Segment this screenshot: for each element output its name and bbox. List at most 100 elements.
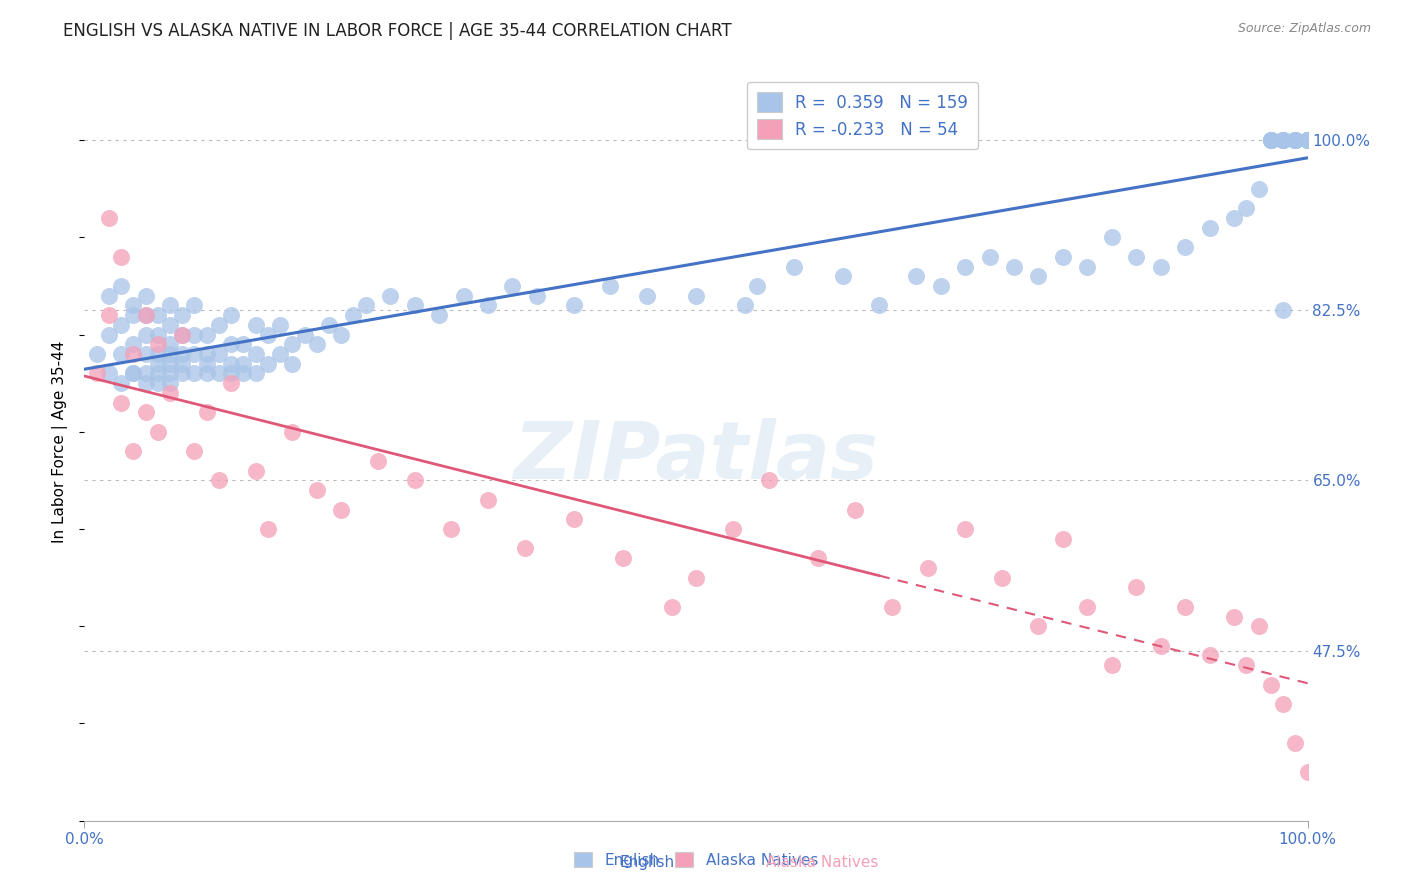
Point xyxy=(1236,658,1258,673)
Point xyxy=(477,298,499,312)
Point xyxy=(110,279,132,293)
Point xyxy=(122,298,145,312)
Point xyxy=(1284,133,1306,147)
Point xyxy=(122,308,145,322)
Point xyxy=(97,367,120,381)
Point xyxy=(831,269,853,284)
Point xyxy=(477,492,499,507)
Point xyxy=(110,318,132,332)
Point xyxy=(122,444,145,458)
Point xyxy=(146,425,169,439)
Point xyxy=(135,347,157,361)
Point xyxy=(172,347,194,361)
Point xyxy=(232,367,254,381)
Point xyxy=(526,289,548,303)
Point xyxy=(97,327,120,342)
Point xyxy=(1296,133,1319,147)
Point xyxy=(1272,697,1295,711)
Point xyxy=(783,260,806,274)
Point xyxy=(721,522,744,536)
Point xyxy=(1296,133,1319,147)
Point xyxy=(146,376,169,391)
Point xyxy=(257,522,280,536)
Point xyxy=(1296,133,1319,147)
Point xyxy=(305,337,328,351)
Point xyxy=(1296,133,1319,147)
Point xyxy=(159,386,181,401)
Point xyxy=(195,367,218,381)
Point xyxy=(172,327,194,342)
Point xyxy=(146,337,169,351)
Point xyxy=(159,318,181,332)
Point xyxy=(245,318,267,332)
Point xyxy=(269,347,291,361)
Point xyxy=(1260,133,1282,147)
Y-axis label: In Labor Force | Age 35-44: In Labor Force | Age 35-44 xyxy=(52,341,69,542)
Point xyxy=(1101,230,1123,244)
Point xyxy=(661,599,683,614)
Point xyxy=(122,337,145,351)
Point xyxy=(110,347,132,361)
Point xyxy=(342,308,364,322)
Text: Alaska Natives: Alaska Natives xyxy=(766,855,879,870)
Point xyxy=(219,376,242,391)
Point xyxy=(1296,133,1319,147)
Point xyxy=(354,298,377,312)
Point xyxy=(146,308,169,322)
Point xyxy=(1296,133,1319,147)
Point xyxy=(208,474,231,488)
Point xyxy=(97,308,120,322)
Point xyxy=(1284,133,1306,147)
Point xyxy=(1296,133,1319,147)
Point xyxy=(562,298,585,312)
Point xyxy=(1198,220,1220,235)
Point xyxy=(1272,133,1295,147)
Point xyxy=(1260,133,1282,147)
Point xyxy=(953,260,976,274)
Point xyxy=(172,308,194,322)
Point xyxy=(208,318,231,332)
Point xyxy=(305,483,328,497)
Point xyxy=(880,599,903,614)
Point xyxy=(1296,133,1319,147)
Point xyxy=(636,289,658,303)
Point xyxy=(1296,133,1319,147)
Point xyxy=(991,571,1014,585)
Point xyxy=(257,357,280,371)
Legend: English, Alaska Natives: English, Alaska Natives xyxy=(568,846,824,873)
Point xyxy=(612,551,634,566)
Point xyxy=(219,357,242,371)
Point xyxy=(195,347,218,361)
Point xyxy=(159,376,181,391)
Text: Source: ZipAtlas.com: Source: ZipAtlas.com xyxy=(1237,22,1371,36)
Point xyxy=(135,289,157,303)
Point xyxy=(245,367,267,381)
Point xyxy=(183,298,205,312)
Point xyxy=(1296,133,1319,147)
Point xyxy=(1296,133,1319,147)
Point xyxy=(1223,211,1246,225)
Point xyxy=(1296,133,1319,147)
Point xyxy=(183,347,205,361)
Point xyxy=(1284,133,1306,147)
Point xyxy=(1284,133,1306,147)
Point xyxy=(110,250,132,264)
Point xyxy=(1296,133,1319,147)
Point xyxy=(1296,133,1319,147)
Point xyxy=(1296,133,1319,147)
Point xyxy=(195,327,218,342)
Point xyxy=(1247,182,1270,196)
Point xyxy=(135,308,157,322)
Point xyxy=(380,289,402,303)
Point xyxy=(1076,260,1098,274)
Point xyxy=(1223,609,1246,624)
Text: ENGLISH VS ALASKA NATIVE IN LABOR FORCE | AGE 35-44 CORRELATION CHART: ENGLISH VS ALASKA NATIVE IN LABOR FORCE … xyxy=(63,22,733,40)
Point xyxy=(281,337,304,351)
Point xyxy=(183,444,205,458)
Point xyxy=(281,357,304,371)
Point xyxy=(159,298,181,312)
Point xyxy=(257,327,280,342)
Point xyxy=(1272,133,1295,147)
Point xyxy=(232,337,254,351)
Point xyxy=(440,522,463,536)
